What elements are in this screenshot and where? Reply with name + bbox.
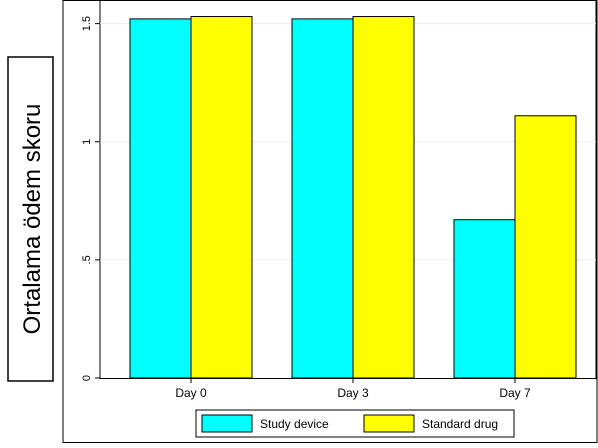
y-axis-title: Ortalama ödem skoru: [19, 104, 46, 335]
y-tick-label: 1.5: [81, 16, 93, 31]
x-tick-label: Day 3: [337, 386, 369, 400]
bar-standard-drug-day-3: [352, 16, 415, 379]
x-tick-label: Day 0: [175, 386, 207, 400]
bar-standard-drug-day-7: [514, 115, 577, 379]
y-axis-ticks: 0 .5 1 1.5: [81, 16, 100, 381]
bar-standard-drug-day-0: [190, 16, 253, 379]
y-tick-label: 0: [81, 375, 93, 381]
y-tick-label: .5: [81, 255, 93, 264]
legend-swatch-study-device: [201, 414, 253, 433]
bar-study-device-day-0: [129, 18, 192, 379]
bar-study-device-day-7: [453, 219, 516, 379]
legend-label-standard-drug: Standard drug: [422, 417, 498, 431]
x-tick-label: Day 7: [499, 386, 531, 400]
x-axis-tick-labels: Day 0 Day 3 Day 7: [175, 378, 531, 400]
legend-swatch-standard-drug: [363, 414, 415, 433]
y-axis-title-box: [7, 56, 54, 382]
bars: [129, 16, 577, 379]
legend-label-study-device: Study device: [260, 417, 329, 431]
y-tick-label: 1: [81, 139, 93, 145]
bar-study-device-day-3: [291, 18, 354, 379]
